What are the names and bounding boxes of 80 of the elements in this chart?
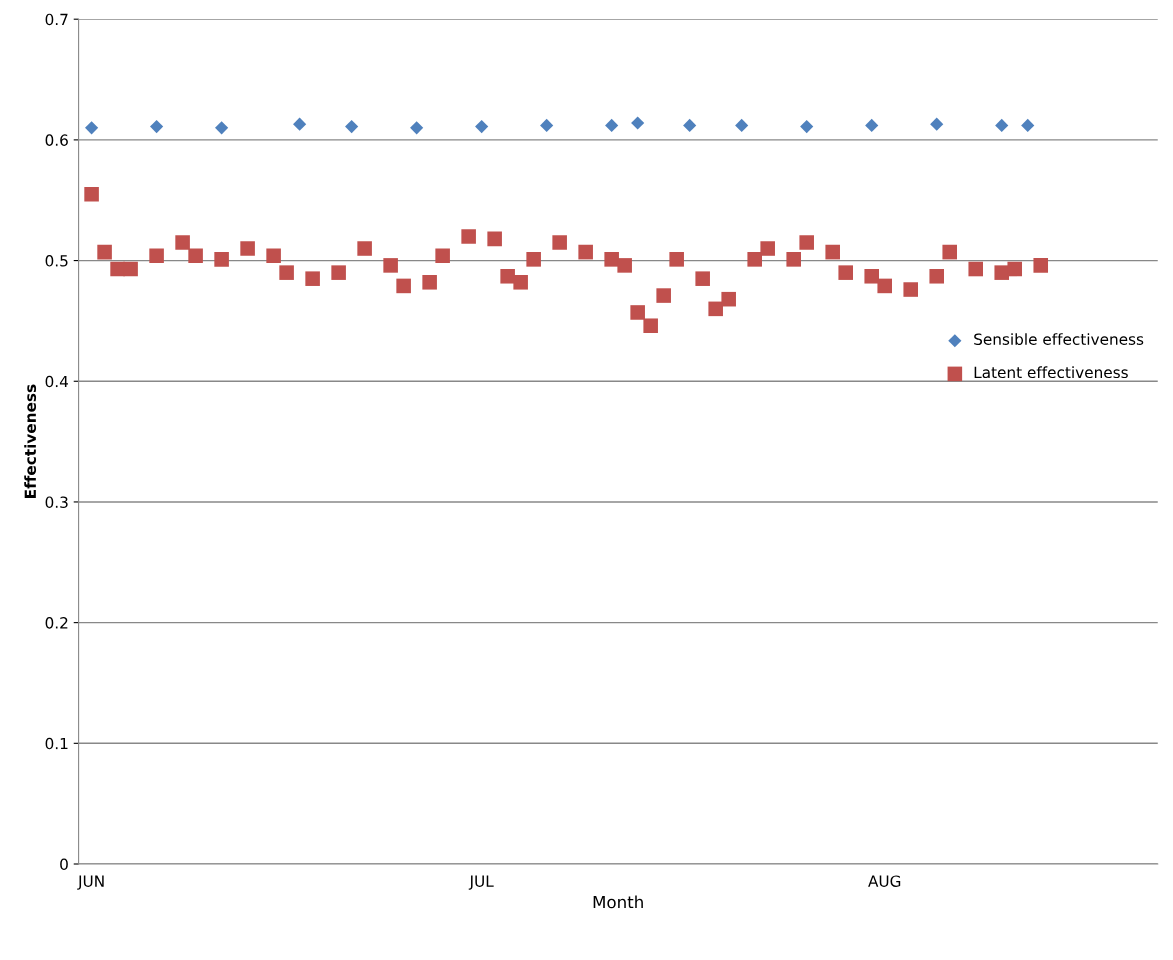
point (396, 278, 411, 294)
point (97, 244, 112, 260)
point (631, 116, 645, 130)
point (475, 120, 489, 134)
point (422, 275, 437, 290)
y-tick-label: 0.5 (45, 255, 68, 267)
x-tick-label: AUG (868, 875, 901, 887)
point (540, 118, 554, 132)
point (605, 118, 619, 132)
y-tick-label: 0.6 (45, 134, 68, 146)
point (695, 271, 710, 286)
point (994, 265, 1010, 280)
point (435, 248, 450, 264)
point (345, 120, 359, 134)
point (995, 118, 1009, 132)
point (188, 248, 203, 264)
x-axis-title: Month (593, 895, 643, 909)
point (1033, 258, 1049, 273)
point (293, 117, 307, 131)
point (1007, 261, 1023, 277)
point (643, 318, 658, 334)
point (786, 252, 801, 267)
point (604, 252, 619, 267)
point (1021, 118, 1035, 132)
point (357, 241, 372, 256)
point (383, 258, 398, 273)
point (865, 118, 879, 132)
point (461, 229, 476, 244)
point (825, 244, 840, 260)
point (214, 252, 229, 267)
point (864, 268, 879, 284)
point (266, 248, 281, 264)
point (708, 301, 723, 317)
point (175, 235, 190, 250)
point (331, 265, 346, 280)
point (410, 121, 424, 135)
point (487, 231, 502, 247)
point (968, 261, 984, 277)
point (85, 121, 99, 135)
point (656, 288, 671, 303)
point (215, 121, 229, 135)
point (929, 268, 944, 284)
point (149, 248, 164, 264)
point (747, 252, 762, 267)
point (877, 278, 892, 294)
point (526, 252, 541, 267)
point (799, 235, 814, 250)
y-tick-label: 0.7 (45, 13, 68, 26)
point (305, 271, 320, 286)
point (669, 252, 684, 267)
y-axis-title: Effectiveness (24, 384, 37, 498)
point (240, 241, 255, 256)
point (84, 186, 99, 202)
point (721, 291, 736, 307)
point (735, 118, 749, 132)
point (513, 275, 528, 290)
y-tick-label: 0.3 (45, 496, 68, 508)
y-tick-label: 0.1 (45, 737, 68, 750)
y-tick-label: 0.4 (45, 375, 69, 388)
point (630, 305, 645, 320)
point (150, 120, 164, 134)
point (123, 261, 138, 277)
y-tick-label: 0.2 (45, 617, 68, 629)
point (617, 258, 632, 273)
y-tick-label: 0 (60, 858, 68, 871)
x-tick-label: JUL (468, 875, 494, 890)
point (279, 265, 294, 280)
point (578, 244, 593, 260)
point (552, 235, 567, 250)
point (760, 241, 775, 256)
point (838, 265, 853, 280)
point (903, 282, 918, 297)
point (942, 244, 957, 260)
x-tick-label: JUN (77, 875, 104, 890)
point (800, 120, 814, 134)
point (683, 118, 697, 132)
legend-label: Latent effectiveness (974, 366, 1128, 379)
legend-label: Sensible effectiveness (974, 333, 1144, 345)
point (500, 268, 515, 284)
point (930, 117, 944, 131)
